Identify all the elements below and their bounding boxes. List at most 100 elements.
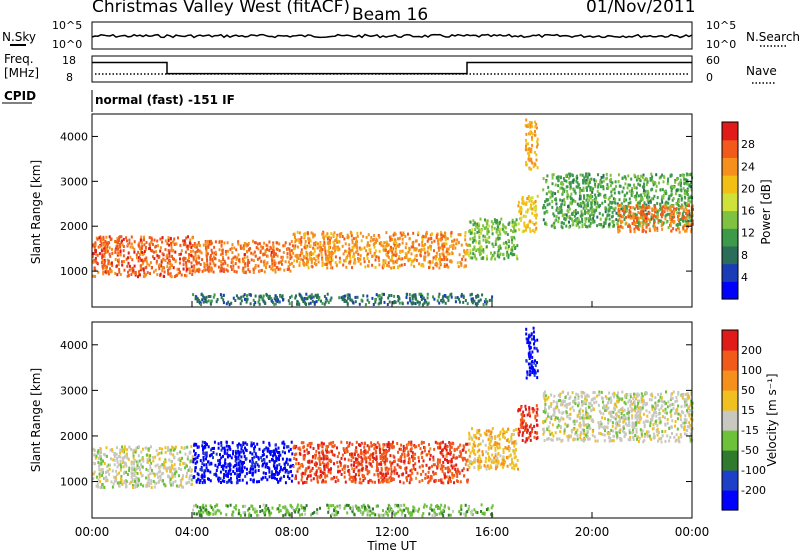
echo-cell xyxy=(154,464,157,468)
echo-cell xyxy=(130,480,133,484)
echo-cell xyxy=(315,263,318,267)
echo-cell xyxy=(281,457,284,461)
echo-cell xyxy=(390,294,393,297)
echo-cell xyxy=(298,240,301,244)
echo-cell xyxy=(438,266,441,270)
echo-cell xyxy=(217,479,220,483)
echo-cell xyxy=(220,296,223,300)
echo-cell xyxy=(622,213,625,217)
echo-cell xyxy=(421,464,424,468)
echo-cell xyxy=(235,457,238,461)
echo-cell xyxy=(278,451,281,454)
echo-cell xyxy=(563,188,566,192)
echo-cell xyxy=(529,124,532,128)
echo-cell xyxy=(681,173,684,177)
echo-cell xyxy=(533,222,536,226)
echo-cell xyxy=(313,301,316,305)
echo-cell xyxy=(202,451,205,454)
echo-cell xyxy=(346,302,349,306)
echo-cell xyxy=(422,441,425,444)
echo-cell xyxy=(119,245,122,249)
echo-cell xyxy=(643,213,646,217)
echo-cell xyxy=(530,199,533,203)
echo-cell xyxy=(224,249,227,253)
echo-cell xyxy=(661,212,664,216)
echo-cell xyxy=(685,172,688,176)
echo-cell xyxy=(254,470,257,474)
echo-cell xyxy=(383,451,386,454)
echo-cell xyxy=(244,446,246,450)
echo-cell xyxy=(618,191,621,195)
echo-cell xyxy=(168,448,171,452)
echo-cell xyxy=(260,245,263,249)
echo-cell xyxy=(106,247,108,251)
echo-cell xyxy=(244,265,247,269)
echo-cell xyxy=(460,294,463,298)
echo-cell xyxy=(94,243,97,247)
echo-cell xyxy=(521,230,524,234)
echo-cell xyxy=(374,300,377,304)
echo-cell xyxy=(691,204,694,208)
echo-cell xyxy=(100,241,103,245)
echo-cell xyxy=(103,245,106,249)
echo-cell xyxy=(334,261,337,264)
echo-cell xyxy=(652,197,655,201)
echo-cell xyxy=(590,205,593,209)
echo-cell xyxy=(548,202,551,206)
echo-cell xyxy=(478,236,481,239)
echo-cell xyxy=(472,223,475,227)
echo-cell xyxy=(136,472,139,475)
echo-cell xyxy=(434,479,437,483)
echo-cell xyxy=(490,257,493,261)
echo-cell xyxy=(343,457,346,461)
echo-cell xyxy=(303,263,305,267)
echo-cell xyxy=(445,255,448,259)
echo-cell xyxy=(602,185,605,189)
echo-cell xyxy=(586,194,589,197)
echo-cell xyxy=(182,474,184,478)
echo-cell xyxy=(442,440,444,444)
echo-cell xyxy=(515,218,518,222)
echo-cell xyxy=(676,177,678,181)
echo-cell xyxy=(164,460,167,464)
echo-cell xyxy=(440,299,443,302)
echo-cell xyxy=(683,191,686,195)
echo-cell xyxy=(230,301,233,305)
echo-cell xyxy=(360,298,363,302)
echo-cell xyxy=(665,203,668,207)
echo-cell xyxy=(242,260,245,264)
echo-cell xyxy=(455,463,458,467)
echo-cell xyxy=(592,213,595,217)
echo-cell xyxy=(319,476,322,479)
echo-cell xyxy=(296,254,299,257)
echo-cell xyxy=(159,478,162,482)
echo-cell xyxy=(103,462,106,465)
echo-cell xyxy=(551,182,554,186)
echo-cell xyxy=(633,230,636,234)
echo-cell xyxy=(651,179,654,183)
echo-cell xyxy=(466,468,469,472)
echo-cell xyxy=(529,130,532,134)
echo-cell xyxy=(427,301,430,305)
echo-cell xyxy=(114,240,117,244)
echo-cell xyxy=(449,442,452,446)
echo-cell xyxy=(569,217,572,220)
echo-cell xyxy=(349,250,352,254)
echo-cell xyxy=(669,217,672,221)
echo-cell xyxy=(241,467,243,471)
echo-cell xyxy=(289,296,292,299)
echo-cell xyxy=(415,258,418,262)
echo-cell xyxy=(657,221,660,225)
echo-cell xyxy=(139,266,142,270)
echo-cell xyxy=(114,250,117,254)
echo-cell xyxy=(525,228,527,232)
echo-cell xyxy=(307,237,310,241)
echo-cell xyxy=(585,206,588,210)
echo-cell xyxy=(689,200,692,204)
echo-cell xyxy=(367,456,370,460)
echo-cell xyxy=(103,260,106,264)
echo-cell xyxy=(175,484,178,488)
echo-cell xyxy=(684,229,687,233)
echo-cell xyxy=(407,474,410,478)
